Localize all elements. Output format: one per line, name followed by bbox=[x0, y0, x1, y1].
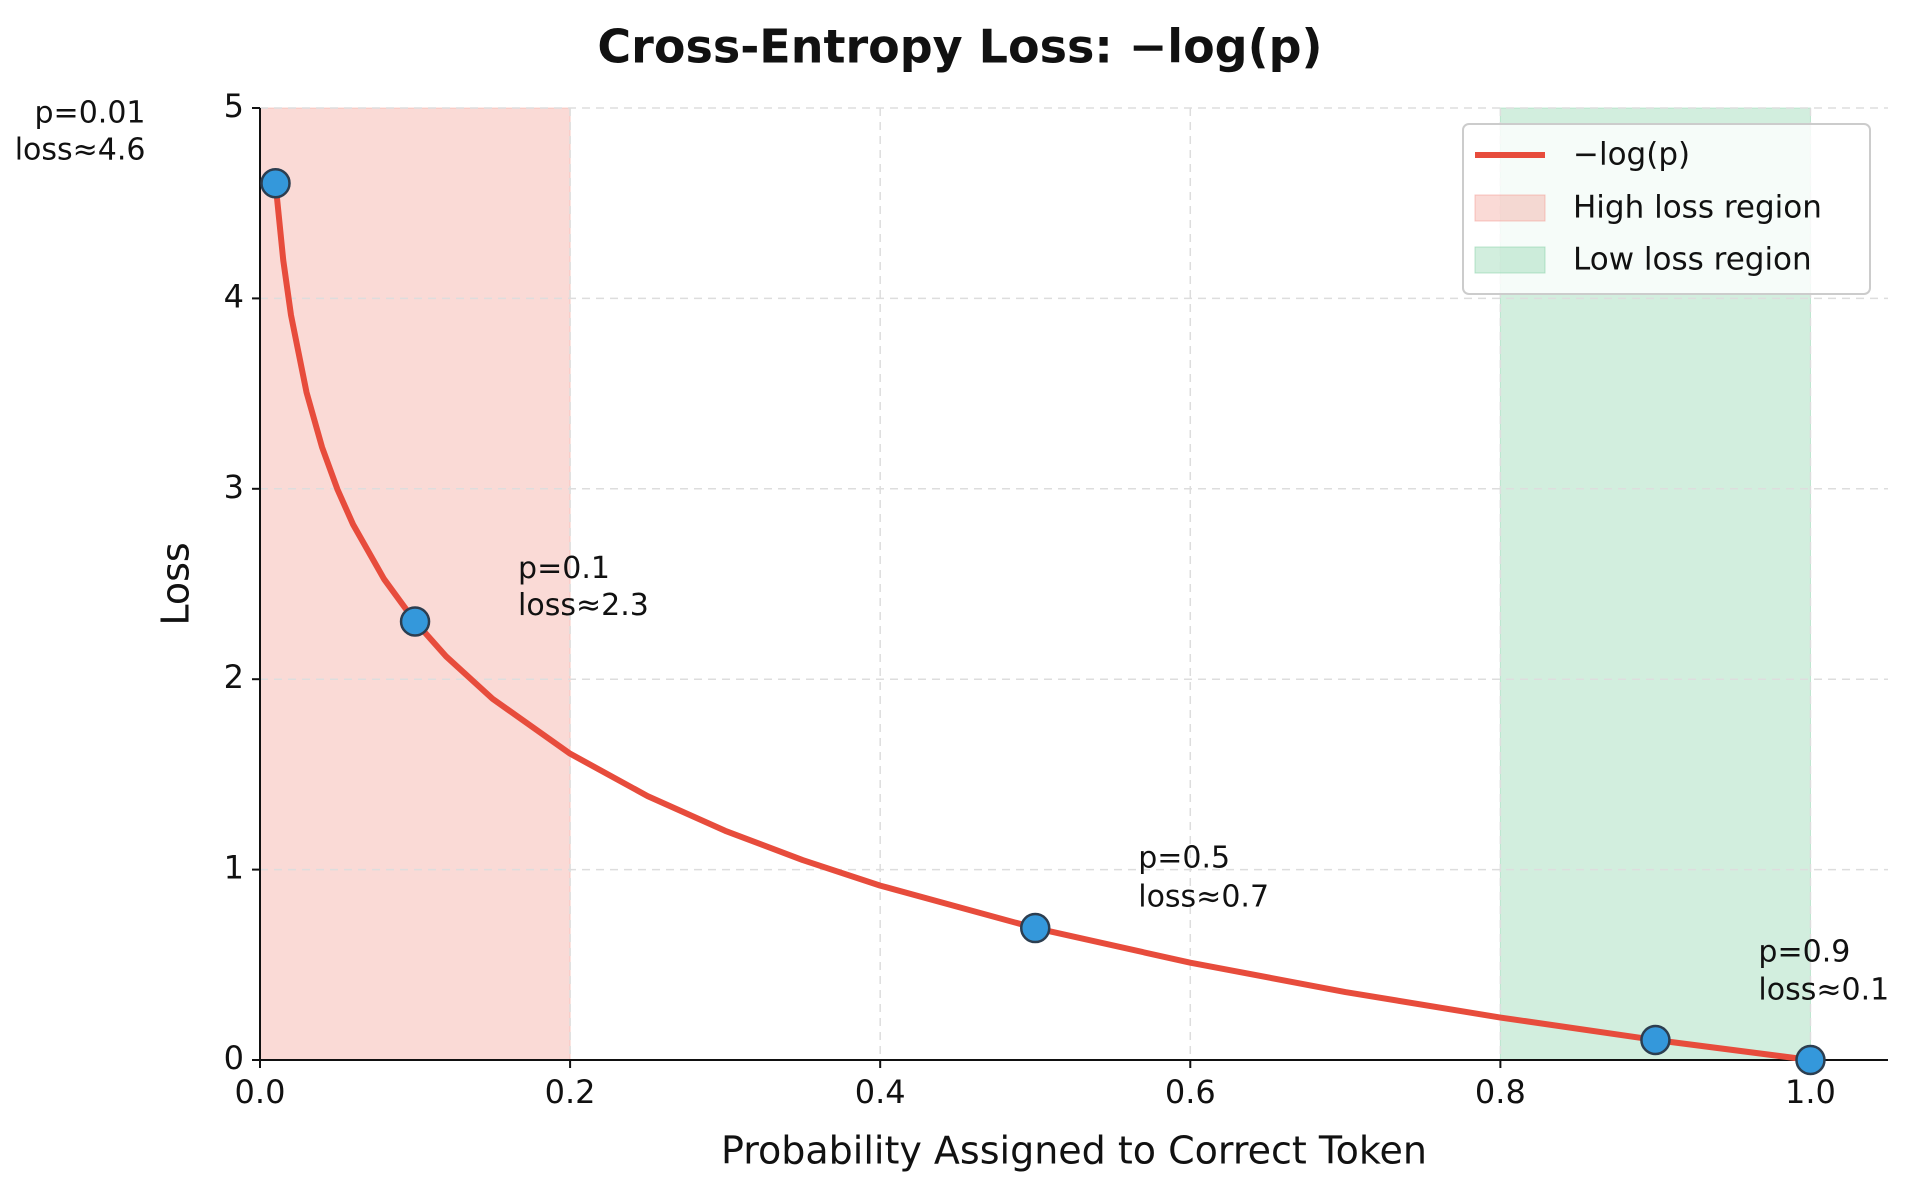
y-tick-label: 5 bbox=[224, 87, 244, 125]
annotation: loss≈4.6 bbox=[15, 133, 146, 168]
point bbox=[1795, 1044, 1826, 1076]
region bbox=[259, 107, 571, 1061]
y-tick-label: 1 bbox=[224, 849, 244, 887]
point bbox=[260, 167, 291, 199]
x-tick-label: 0.2 bbox=[545, 1073, 596, 1111]
annotation: p=0.9 bbox=[1758, 935, 1850, 970]
y-tick-label: 3 bbox=[224, 468, 244, 506]
annotation: p=0.01 bbox=[35, 96, 146, 131]
loss-curve bbox=[272, 182, 1811, 1063]
point bbox=[1640, 1024, 1671, 1056]
x-tick-label: 0.6 bbox=[1165, 1073, 1216, 1111]
annotation: loss≈0.1 bbox=[1758, 973, 1889, 1008]
legend-label: Low loss region bbox=[1573, 242, 1812, 278]
legend-label: High loss region bbox=[1573, 190, 1822, 226]
legend-swatch bbox=[1474, 246, 1546, 274]
legend-swatch bbox=[1474, 194, 1546, 222]
x-tick-label: 0.8 bbox=[1475, 1073, 1526, 1111]
point bbox=[1019, 912, 1051, 944]
x-tick-label: 0.4 bbox=[855, 1073, 906, 1111]
legend: −log(p) High loss region Low loss region bbox=[1462, 123, 1871, 295]
y-tick-label: 0 bbox=[224, 1039, 244, 1077]
point bbox=[399, 606, 431, 637]
chart-title: Cross-Entropy Loss: −log(p) bbox=[597, 20, 1322, 74]
legend-label: −log(p) bbox=[1573, 137, 1690, 173]
x-tick-label: 0.0 bbox=[235, 1073, 286, 1111]
y-tick-label: 2 bbox=[224, 658, 244, 696]
y-tick-label: 4 bbox=[224, 277, 244, 315]
x-tick-label: 1.0 bbox=[1785, 1073, 1836, 1111]
annotation: loss≈2.3 bbox=[518, 588, 649, 623]
annotation: loss≈0.7 bbox=[1138, 880, 1269, 915]
x-axis-label: Probability Assigned to Correct Token bbox=[721, 1129, 1427, 1173]
y-axis-label: Loss bbox=[154, 542, 198, 625]
annotation: p=0.1 bbox=[518, 551, 610, 586]
legend-box bbox=[1462, 123, 1871, 295]
annotation: p=0.5 bbox=[1138, 841, 1230, 876]
